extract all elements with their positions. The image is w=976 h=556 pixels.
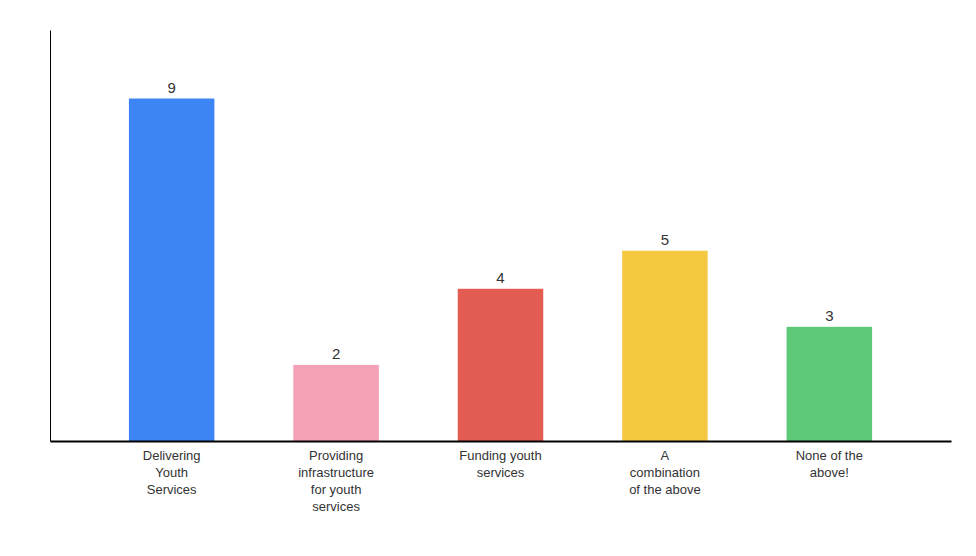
x-tick-label-line: A — [661, 448, 670, 463]
y-axis — [50, 31, 51, 442]
x-tick-label: Acombination of the above — [629, 448, 701, 497]
x-tick-label-line: above! — [810, 465, 849, 480]
data-label: 4 — [496, 269, 504, 286]
bar — [458, 289, 543, 441]
x-tick: Acombination of the above — [629, 448, 701, 497]
chart: 9 2 4 5 3 Delivering Youth Services Providing inf… — [0, 0, 976, 556]
bar — [293, 365, 378, 441]
bar — [129, 99, 214, 442]
x-tick-label-line: infrastructure — [298, 465, 374, 480]
x-tick-label-line: combination — [630, 465, 700, 480]
x-tick: Delivering Youth Services — [143, 448, 201, 497]
plot: 9 2 4 5 3 Delivering Youth Services Providing inf… — [51, 31, 952, 514]
x-tick-label: Funding youth services — [459, 448, 541, 480]
x-tick-label-line: Youth — [155, 465, 188, 480]
x-tick-label-line: Funding youth — [459, 448, 541, 463]
x-tick: Providing infrastructure for youth services — [298, 448, 374, 514]
x-tick-label-line: Delivering — [143, 448, 201, 463]
data-label: 9 — [167, 79, 175, 96]
x-axis-line — [51, 441, 952, 443]
x-tick-label-line: of the above — [629, 482, 701, 497]
bar — [622, 251, 707, 441]
bars — [129, 99, 872, 442]
x-tick-label-line: Providing — [309, 448, 363, 463]
x-tick-label-line: services — [477, 465, 525, 480]
x-tick-label: Delivering Youth Services — [143, 448, 201, 497]
x-tick: Funding youth services — [459, 448, 541, 480]
x-tick-label-line: None of the — [796, 448, 863, 463]
data-label: 2 — [332, 345, 340, 362]
x-tick-label: Providing infrastructure for youth services — [298, 448, 374, 514]
data-label: 5 — [661, 231, 669, 248]
x-tick-label-line: for youth — [311, 482, 362, 497]
x-tick-label-line: Services — [147, 482, 197, 497]
x-tick-label-line: services — [312, 499, 360, 514]
x-tick-label: None of the above! — [796, 448, 863, 480]
x-axis: Delivering Youth Services Providing infrastr… — [51, 442, 952, 514]
data-label: 3 — [825, 307, 833, 324]
y-axis-line — [50, 31, 51, 442]
bar — [787, 327, 872, 441]
x-tick: None of the above! — [796, 448, 863, 480]
data-labels: 9 2 4 5 3 — [167, 79, 833, 362]
